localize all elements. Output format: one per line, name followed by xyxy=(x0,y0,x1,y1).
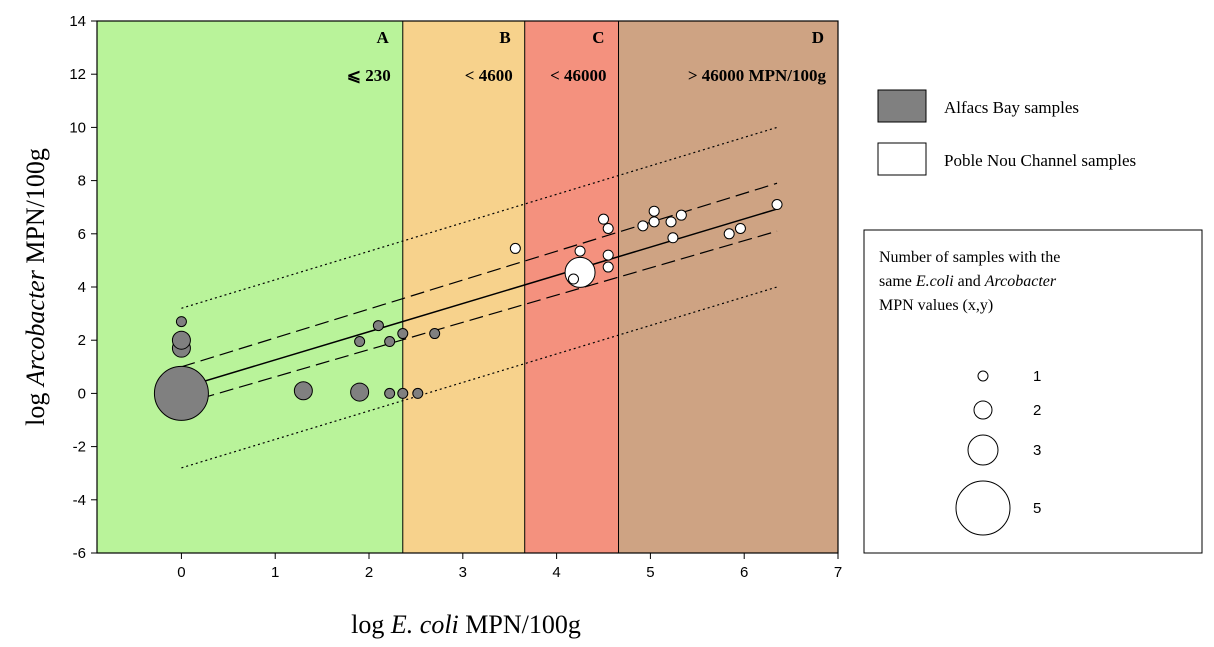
y-tick-label: 12 xyxy=(69,66,86,83)
size-legend-title-line3: MPN values (x,y) xyxy=(879,297,993,314)
data-point xyxy=(412,387,424,399)
x-tick-label: 3 xyxy=(459,564,467,581)
prediction-band-upper xyxy=(181,126,778,309)
legend-swatch-alfacs xyxy=(877,89,927,123)
y-tick-label: -6 xyxy=(73,545,86,562)
series-legend: Alfacs Bay samples Poble Nou Channel sam… xyxy=(877,89,1136,176)
size-legend-title-line1: Number of samples with the xyxy=(879,249,1060,266)
data-point xyxy=(397,328,409,340)
data-point xyxy=(648,205,660,217)
zone-d-band xyxy=(618,21,838,553)
data-point xyxy=(429,328,441,340)
data-point xyxy=(153,365,209,421)
confidence-band-lower xyxy=(181,230,778,405)
size-legend: Number of samples with the same E.coli a… xyxy=(863,229,1203,554)
zone-d-threshold: > 46000 MPN/100g xyxy=(688,66,827,85)
data-point xyxy=(171,330,191,350)
data-point xyxy=(350,382,370,402)
zone-c-letter: C xyxy=(592,28,604,47)
y-tick-label: 6 xyxy=(78,226,86,243)
y-tick-label: -2 xyxy=(73,439,86,456)
data-point xyxy=(675,209,687,221)
y-tick-label: 10 xyxy=(69,119,86,136)
data-point xyxy=(598,213,610,225)
data-point xyxy=(602,222,614,234)
data-point xyxy=(509,242,521,254)
data-points xyxy=(153,199,783,421)
data-point xyxy=(564,256,596,288)
legend-swatch-poble-nou xyxy=(877,142,927,176)
size-legend-label: 1 xyxy=(1033,368,1041,385)
data-point xyxy=(734,222,746,234)
data-point xyxy=(723,228,735,240)
y-tick-label: 14 xyxy=(69,13,86,30)
data-point xyxy=(175,316,187,328)
y-tick-label: 4 xyxy=(78,279,86,296)
data-point xyxy=(354,336,366,348)
zones-layer: A ⩽ 230 B < 4600 C < 46000 D > 46000 MPN/100g xyxy=(97,21,838,553)
x-axis-title: log E. coli MPN/100g xyxy=(351,610,581,639)
x-tick-label: 4 xyxy=(552,564,560,581)
zone-b-band xyxy=(402,21,525,553)
legend-label-poble-nou: Poble Nou Channel samples xyxy=(944,151,1136,170)
size-legend-items: 1 2 3 5 xyxy=(955,368,1041,536)
data-point xyxy=(384,387,396,399)
data-point xyxy=(574,245,586,257)
data-point xyxy=(293,381,313,401)
data-point xyxy=(648,216,660,228)
size-legend-label: 5 xyxy=(1033,500,1041,517)
x-tick-label: 6 xyxy=(740,564,748,581)
data-point xyxy=(397,387,409,399)
y-tick-label: -4 xyxy=(73,492,86,509)
zone-c-threshold: < 46000 xyxy=(550,66,606,85)
x-tick-label: 1 xyxy=(271,564,279,581)
size-legend-circle xyxy=(967,434,999,466)
y-tick-label: 8 xyxy=(78,173,86,190)
data-point xyxy=(384,336,396,348)
zone-a-letter: A xyxy=(376,28,389,47)
size-legend-label: 3 xyxy=(1033,442,1041,459)
zone-a-threshold: ⩽ 230 xyxy=(347,66,391,85)
y-axis-title: log Arcobacter MPN/100g xyxy=(21,148,50,426)
x-tick-label: 0 xyxy=(177,564,185,581)
data-point xyxy=(567,273,579,285)
x-tick-label: 5 xyxy=(646,564,654,581)
data-point xyxy=(372,320,384,332)
x-tick-label: 7 xyxy=(834,564,842,581)
data-point xyxy=(771,199,783,211)
size-legend-circle xyxy=(977,370,989,382)
legend-label-alfacs: Alfacs Bay samples xyxy=(944,98,1079,117)
zone-d-letter: D xyxy=(812,28,824,47)
size-legend-label: 2 xyxy=(1033,402,1041,419)
data-point xyxy=(637,220,649,232)
zone-b-letter: B xyxy=(499,28,510,47)
data-point xyxy=(602,249,614,261)
confidence-band-upper xyxy=(181,182,778,368)
x-tick-label: 2 xyxy=(365,564,373,581)
size-legend-circle xyxy=(973,400,993,420)
zone-b-threshold: < 4600 xyxy=(465,66,513,85)
y-tick-label: 2 xyxy=(78,332,86,349)
size-legend-box xyxy=(863,229,1203,554)
y-tick-label: 0 xyxy=(78,385,86,402)
data-point xyxy=(665,216,677,228)
data-point xyxy=(602,261,614,273)
zone-c-band xyxy=(524,21,619,553)
data-point xyxy=(667,232,679,244)
size-legend-title-line2: same E.coli and Arcobacter xyxy=(879,273,1057,290)
size-legend-circle xyxy=(955,480,1011,536)
prediction-band-lower xyxy=(181,286,778,469)
